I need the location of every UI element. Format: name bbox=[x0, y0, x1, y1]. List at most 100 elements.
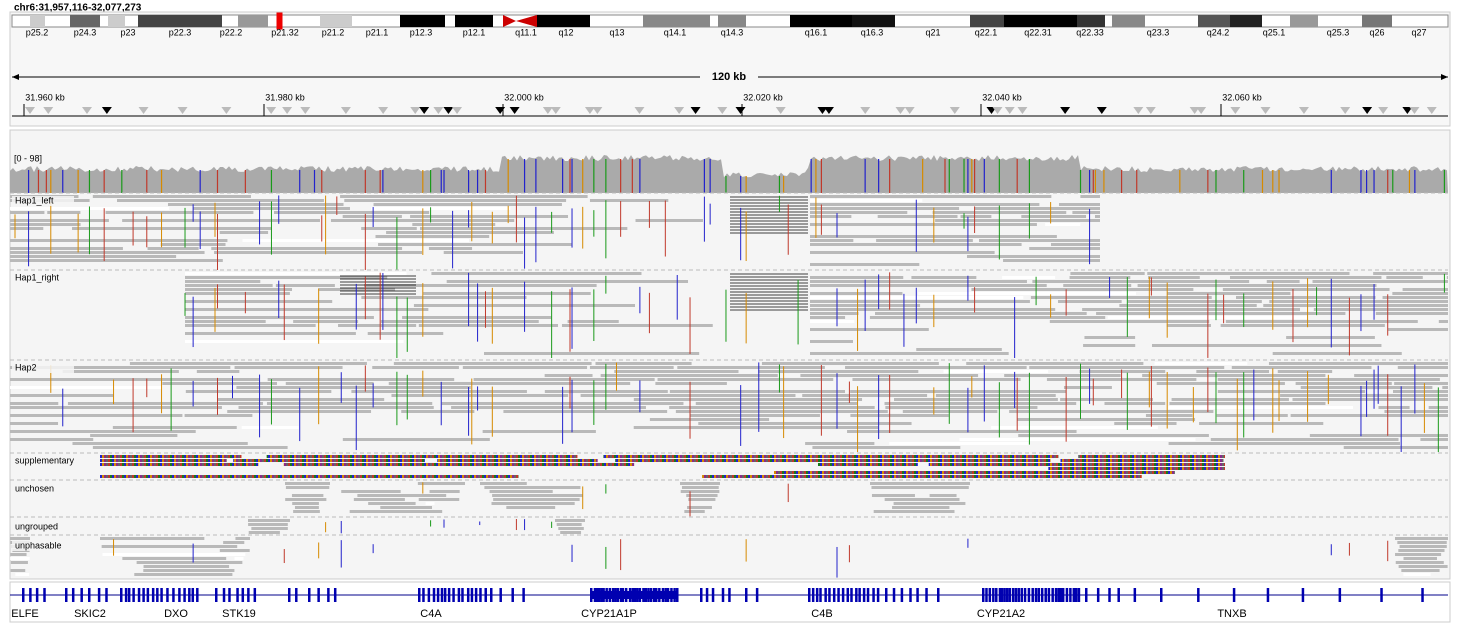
read bbox=[219, 231, 269, 234]
read bbox=[916, 348, 1002, 351]
exon bbox=[1096, 588, 1100, 602]
exon bbox=[819, 588, 822, 602]
cytoband bbox=[1004, 15, 1077, 27]
exon bbox=[1027, 588, 1031, 602]
read bbox=[1145, 414, 1193, 417]
read bbox=[380, 506, 433, 509]
read bbox=[1083, 344, 1136, 347]
read bbox=[1021, 215, 1087, 218]
exon bbox=[422, 588, 425, 602]
read bbox=[112, 426, 237, 429]
read bbox=[1199, 422, 1324, 425]
read bbox=[1079, 370, 1166, 373]
exon bbox=[317, 588, 320, 602]
read bbox=[561, 324, 713, 327]
read bbox=[10, 366, 231, 369]
exon bbox=[443, 588, 447, 602]
ruler-tick-label: 31.960 kb bbox=[25, 92, 65, 102]
read bbox=[129, 362, 367, 365]
read bbox=[810, 203, 1040, 206]
exon bbox=[166, 588, 169, 602]
exon bbox=[808, 588, 811, 602]
read bbox=[810, 251, 995, 254]
read bbox=[420, 227, 628, 230]
locus[interactable]: chr6:31,957,116-32,077,273 bbox=[14, 3, 142, 14]
variant-marker bbox=[1196, 107, 1207, 114]
span-label: 120 kb bbox=[712, 71, 747, 83]
read bbox=[555, 519, 585, 522]
read bbox=[15, 573, 30, 576]
group-label-bg bbox=[12, 541, 74, 551]
cytoband-label: p24.3 bbox=[74, 27, 97, 37]
read bbox=[373, 203, 562, 206]
read bbox=[492, 494, 583, 497]
read bbox=[971, 288, 1194, 291]
ideogram[interactable]: p25.2 p24.3 p23 p22.3 p22.2 p21.32 p21.2 p21.1 p… bbox=[11, 12, 1449, 37]
read bbox=[219, 549, 250, 552]
variant-marker bbox=[509, 107, 520, 114]
read bbox=[1373, 272, 1448, 275]
read bbox=[1084, 336, 1136, 339]
exon bbox=[452, 588, 455, 602]
read bbox=[1060, 459, 1224, 462]
read bbox=[1094, 215, 1100, 218]
exon bbox=[466, 588, 470, 602]
read bbox=[10, 378, 260, 381]
group-label-bg bbox=[12, 522, 74, 532]
read bbox=[72, 227, 272, 230]
read bbox=[960, 215, 992, 218]
exon bbox=[1047, 588, 1051, 602]
read bbox=[876, 239, 973, 242]
variant-marker bbox=[1260, 107, 1271, 114]
variant-marker bbox=[1340, 107, 1351, 114]
exon bbox=[1023, 588, 1027, 602]
read bbox=[506, 506, 556, 509]
exon bbox=[1044, 588, 1047, 602]
read bbox=[62, 370, 179, 373]
exon bbox=[132, 588, 135, 602]
exon bbox=[862, 588, 866, 602]
read bbox=[248, 531, 280, 534]
exon bbox=[327, 588, 330, 602]
exon bbox=[1380, 588, 1383, 602]
read bbox=[266, 402, 433, 405]
read bbox=[451, 406, 646, 409]
read bbox=[340, 195, 588, 198]
gene-track: ELFE SKIC2 DXO STK19 C4A CYP21A1P C4B CYP21A2 TN… bbox=[10, 588, 1448, 620]
exon bbox=[832, 588, 836, 602]
read bbox=[1266, 280, 1300, 283]
read bbox=[292, 502, 319, 505]
exon bbox=[188, 588, 191, 602]
read bbox=[482, 430, 596, 433]
cytoband-label: p22.2 bbox=[220, 27, 243, 37]
exon bbox=[876, 588, 880, 602]
cytoband-label: q16.3 bbox=[861, 27, 884, 37]
read bbox=[589, 366, 674, 369]
read bbox=[810, 199, 923, 202]
exon bbox=[447, 588, 451, 602]
read bbox=[274, 211, 430, 214]
read bbox=[353, 498, 405, 501]
exon bbox=[711, 588, 715, 602]
variant-marker bbox=[1402, 107, 1413, 114]
read bbox=[241, 426, 299, 429]
read bbox=[1384, 410, 1448, 413]
read bbox=[100, 475, 519, 478]
read bbox=[1096, 312, 1346, 315]
variant-marker bbox=[1230, 107, 1241, 114]
group-label-bg bbox=[12, 456, 74, 466]
read bbox=[503, 410, 668, 413]
read bbox=[10, 553, 27, 556]
read bbox=[847, 430, 1077, 433]
read bbox=[966, 255, 1100, 258]
read bbox=[802, 394, 928, 397]
exon bbox=[1054, 588, 1058, 602]
read bbox=[410, 215, 569, 218]
read bbox=[371, 207, 511, 210]
exon bbox=[1117, 588, 1120, 602]
read bbox=[185, 316, 374, 319]
exon bbox=[183, 588, 186, 602]
variant-marker bbox=[674, 107, 685, 114]
read bbox=[185, 280, 261, 283]
read bbox=[185, 284, 273, 287]
